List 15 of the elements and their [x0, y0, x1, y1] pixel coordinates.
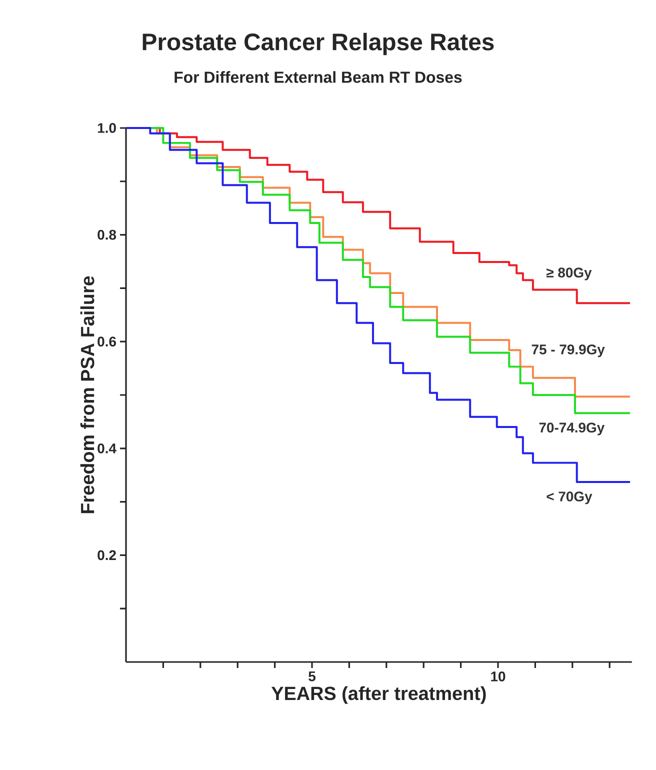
y-tick-label: 1.0: [98, 123, 116, 133]
series-label: ≥ 80Gy: [546, 268, 592, 280]
y-axis-title: Freedom from PSA Failure: [80, 276, 94, 514]
series-label: 75 - 79.9Gy: [532, 344, 605, 358]
chart-title: Prostate Cancer Relapse Rates: [142, 32, 494, 56]
series-label: 70-74.9Gy: [539, 422, 605, 436]
x-tick-label: 10: [491, 672, 506, 682]
x-axis-title: YEARS (after treatment): [271, 686, 486, 704]
y-tick-label: 0.4: [98, 443, 116, 454]
y-tick-label: 0.2: [98, 550, 116, 560]
x-tick-label: 5: [308, 672, 316, 682]
y-tick-label: 0.6: [98, 336, 116, 347]
chart-subtitle: For Different External Beam RT Doses: [174, 71, 462, 83]
series-label: < 70Gy: [546, 492, 592, 504]
y-tick-label: 0.8: [98, 230, 116, 240]
